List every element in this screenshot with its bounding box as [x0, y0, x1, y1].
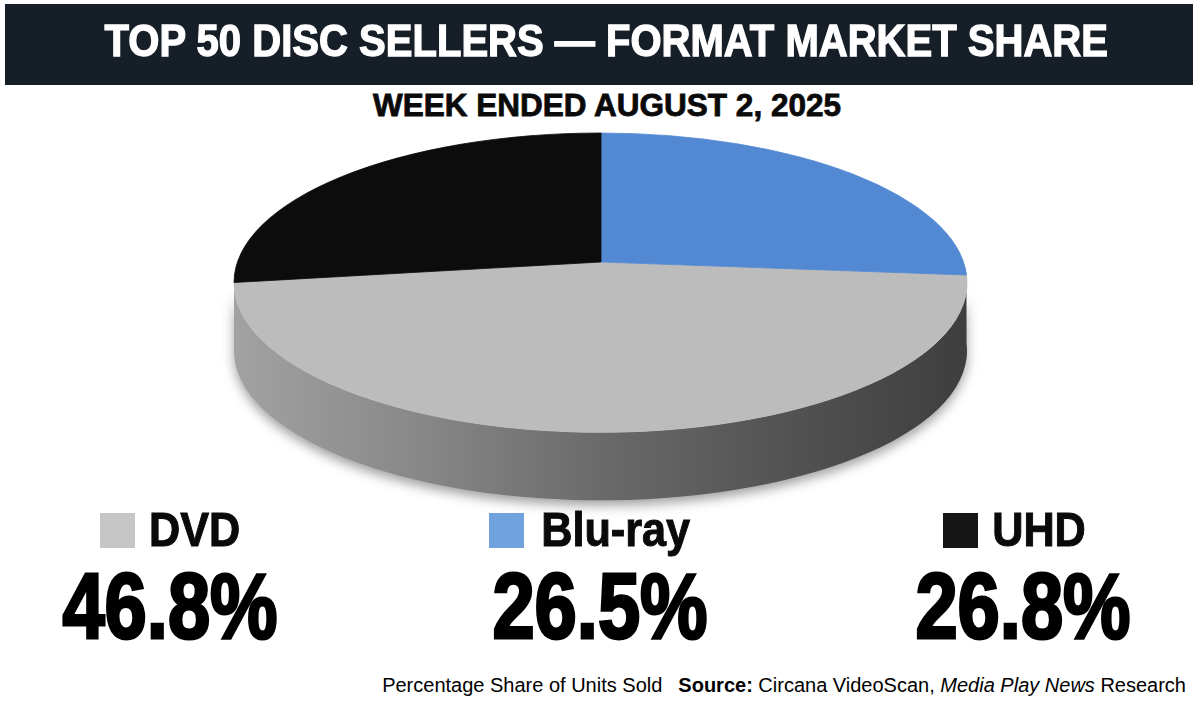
uhd-percentage: 26.8%: [842, 560, 1200, 652]
dvd-label: DVD: [149, 508, 240, 552]
stat-column-uhd: UHD 26.8%: [803, 508, 1200, 652]
dvd-swatch: [100, 513, 135, 548]
bluray-swatch: [489, 513, 524, 548]
infographic: TOP 50 DISC SELLERS — FORMAT MARKET SHAR…: [0, 0, 1200, 701]
source-label: Source:: [678, 674, 752, 696]
bluray-percentage: 26.5%: [419, 560, 782, 652]
bluray-label: Blu-ray: [541, 508, 690, 552]
legend-item-bluray: Blu-ray: [367, 508, 820, 552]
units-note: Percentage Share of Units Sold: [382, 674, 662, 696]
pie-slice-uhd: [234, 133, 601, 283]
footer-note: Percentage Share of Units Sold Source: Ci…: [382, 674, 1186, 697]
legend-item-dvd: DVD: [0, 508, 390, 552]
dvd-percentage: 46.8%: [0, 560, 352, 652]
source-publication: Media Play News: [940, 674, 1095, 696]
source-text: Circana VideoScan,: [753, 674, 941, 696]
uhd-swatch: [943, 513, 978, 548]
legend-item-uhd: UHD: [790, 508, 1200, 552]
stat-column-dvd: DVD 46.8%: [0, 508, 390, 652]
pie-slice-bluray: [601, 133, 967, 275]
stat-column-bluray: Blu-ray 26.5%: [380, 508, 820, 652]
source-suffix: Research: [1095, 674, 1186, 696]
uhd-label: UHD: [992, 508, 1086, 552]
